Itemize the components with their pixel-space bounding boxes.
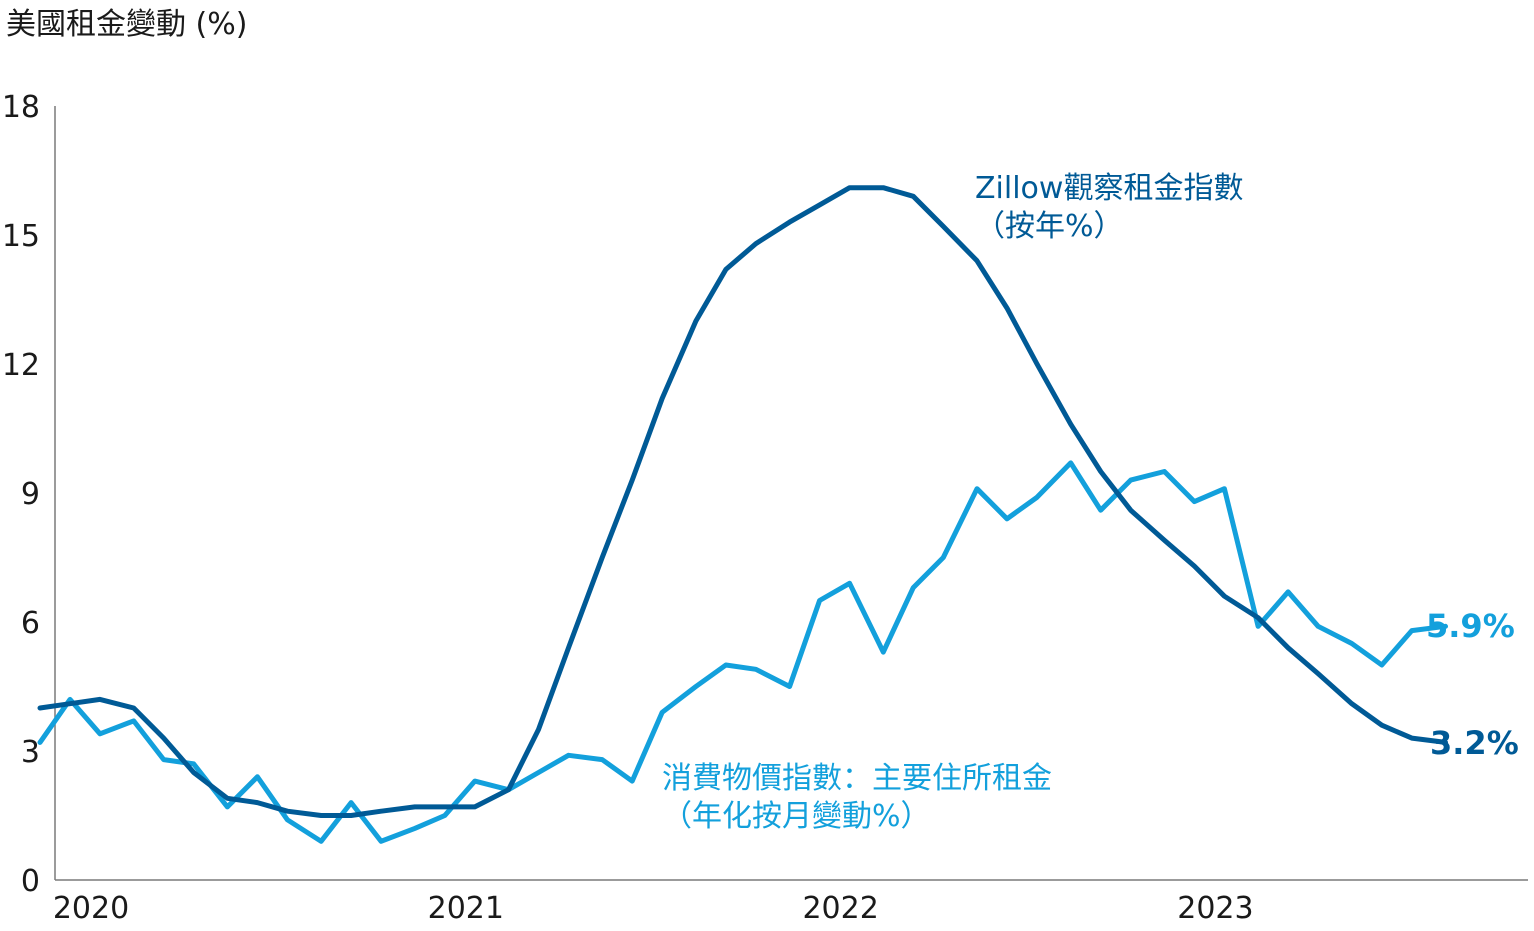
y-tick-label: 3	[21, 735, 40, 770]
zillow-series-label-line2: （按年%）	[975, 209, 1124, 244]
y-tick-label: 6	[21, 606, 40, 641]
cpi-end-value-label: 5.9%	[1426, 607, 1515, 645]
axes: 0 3 6 9 12 15 18 2020 2021 2022 2023	[2, 90, 1528, 926]
y-tick-label: 15	[2, 219, 40, 254]
x-tick-label: 2021	[428, 891, 504, 926]
y-tick-label: 18	[2, 90, 40, 125]
y-tick-label: 9	[21, 477, 40, 512]
x-tick-label: 2020	[53, 891, 129, 926]
y-axis-title: 美國租金變動 (%)	[6, 7, 247, 42]
cpi-series-line	[37, 460, 1448, 844]
x-tick-label: 2023	[1177, 891, 1253, 926]
zillow-end-value-label: 3.2%	[1430, 724, 1519, 762]
y-tick-label: 12	[2, 348, 40, 383]
cpi-series-label-line1: 消費物價指數：主要住所租金	[662, 761, 1052, 796]
zillow-series-line	[37, 185, 1448, 818]
zillow-series-label-line1: Zillow觀察租金指數	[975, 171, 1243, 206]
y-tick-label: 0	[21, 864, 40, 899]
cpi-series-label-line2: （年化按月變動%）	[662, 799, 931, 834]
x-tick-label: 2022	[802, 891, 878, 926]
series-layer	[37, 185, 1448, 844]
